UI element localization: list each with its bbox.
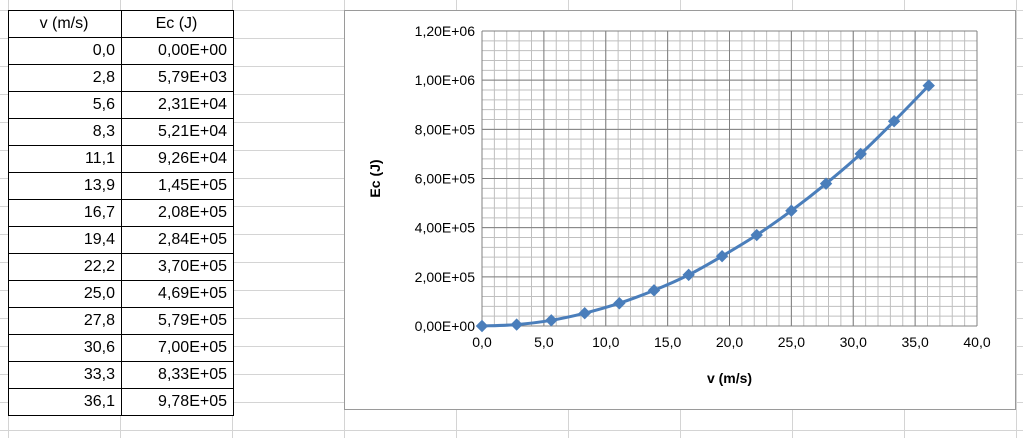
data-point-marker (887, 115, 901, 128)
x-axis-title: v (m/s) (707, 370, 752, 386)
table-row: 27,8 5,79E+05 (8, 307, 234, 335)
x-tick-label: 35,0 (902, 334, 929, 350)
cell-velocity[interactable]: 33,3 (8, 361, 122, 389)
cell-velocity[interactable]: 30,6 (8, 334, 122, 362)
data-point-marker (854, 147, 867, 161)
table-row: 8,3 5,21E+04 (8, 118, 234, 146)
table-row: 13,9 1,45E+05 (8, 172, 234, 200)
cell-velocity[interactable]: 22,2 (8, 253, 122, 281)
y-axis-title: Ec (J) (367, 159, 383, 197)
cell-kinetic-energy[interactable]: 2,08E+05 (121, 199, 234, 227)
data-point-marker (510, 318, 523, 331)
cell-kinetic-energy[interactable]: 0,00E+00 (121, 37, 234, 65)
cell-velocity[interactable]: 25,0 (8, 280, 122, 308)
cell-kinetic-energy[interactable]: 2,84E+05 (121, 226, 234, 254)
cell-velocity[interactable]: 2,8 (8, 64, 122, 92)
cell-kinetic-energy[interactable]: 5,79E+03 (121, 64, 234, 92)
x-tick-label: 15,0 (654, 334, 681, 350)
cell-kinetic-energy[interactable]: 8,33E+05 (121, 361, 234, 389)
x-tick-label: 30,0 (840, 334, 867, 350)
y-tick-label: 8,00E+05 (415, 121, 476, 137)
cell-kinetic-energy[interactable]: 7,00E+05 (121, 334, 234, 362)
x-tick-label: 0,0 (472, 334, 492, 350)
series-line (481, 84, 930, 328)
cell-kinetic-energy[interactable]: 9,26E+04 (121, 145, 234, 173)
y-tick-label: 1,20E+06 (415, 23, 476, 39)
y-tick-label: 2,00E+05 (415, 269, 476, 285)
table-row: 25,0 4,69E+05 (8, 280, 234, 308)
cell-kinetic-energy[interactable]: 5,21E+04 (121, 118, 234, 146)
data-point-marker (922, 79, 935, 92)
data-point-marker (750, 228, 763, 242)
cell-velocity[interactable]: 36,1 (8, 388, 122, 416)
table-row: 19,4 2,84E+05 (8, 226, 234, 254)
y-tick-label: 4,00E+05 (415, 220, 476, 236)
data-table: v (m/s) Ec (J) 0,0 0,00E+00 2,8 5,79E+03 5,6… (8, 10, 234, 416)
chart-area[interactable]: 0,0 5,0 10,0 15,0 20,0 25,0 30,0 35,0 40,0 0,00E+… (344, 10, 1016, 410)
data-point-marker (578, 306, 591, 320)
cell-kinetic-energy[interactable]: 2,31E+04 (121, 91, 234, 119)
data-point-marker (819, 177, 833, 190)
data-point-marker (545, 314, 558, 327)
cell-kinetic-energy[interactable]: 4,69E+05 (121, 280, 234, 308)
header-velocity[interactable]: v (m/s) (8, 10, 122, 38)
data-point-marker (647, 284, 661, 297)
x-tick-label: 5,0 (534, 334, 554, 350)
y-tick-label: 0,00E+00 (415, 318, 476, 334)
table-row: 5,6 2,31E+04 (8, 91, 234, 119)
cell-velocity[interactable]: 16,7 (8, 199, 122, 227)
data-point-marker (682, 268, 695, 282)
y-tick-label: 1,00E+06 (415, 72, 476, 88)
cell-kinetic-energy[interactable]: 9,78E+05 (121, 388, 234, 416)
cell-velocity[interactable]: 5,6 (8, 91, 122, 119)
cell-kinetic-energy[interactable]: 5,79E+05 (121, 307, 234, 335)
x-tick-label: 20,0 (716, 334, 743, 350)
table-row: 36,1 9,78E+05 (8, 388, 234, 416)
cell-velocity[interactable]: 11,1 (8, 145, 122, 173)
table-row: 11,1 9,26E+04 (8, 145, 234, 173)
header-kinetic-energy[interactable]: Ec (J) (121, 10, 234, 38)
cell-velocity[interactable]: 27,8 (8, 307, 122, 335)
table-row: 2,8 5,79E+03 (8, 64, 234, 92)
table-row: 0,0 0,00E+00 (8, 37, 234, 65)
cell-velocity[interactable]: 8,3 (8, 118, 122, 146)
cell-kinetic-energy[interactable]: 3,70E+05 (121, 253, 234, 281)
chart-svg: 0,0 5,0 10,0 15,0 20,0 25,0 30,0 35,0 40,0 0,00E+… (367, 23, 991, 386)
data-point-marker (613, 297, 626, 310)
x-tick-label: 40,0 (963, 334, 990, 350)
table-row: 30,6 7,00E+05 (8, 334, 234, 362)
data-point-marker (785, 204, 798, 217)
table-row: 33,3 8,33E+05 (8, 361, 234, 389)
x-tick-label: 25,0 (778, 334, 805, 350)
cell-velocity[interactable]: 0,0 (8, 37, 122, 65)
cell-velocity[interactable]: 13,9 (8, 172, 122, 200)
data-point-marker (475, 319, 489, 333)
y-tick-label: 6,00E+05 (415, 171, 476, 187)
table-row: 22,2 3,70E+05 (8, 253, 234, 281)
cell-kinetic-energy[interactable]: 1,45E+05 (121, 172, 234, 200)
x-tick-label: 10,0 (592, 334, 619, 350)
data-point-marker (715, 249, 729, 263)
table-row: 16,7 2,08E+05 (8, 199, 234, 227)
cell-velocity[interactable]: 19,4 (8, 226, 122, 254)
table-header-row: v (m/s) Ec (J) (8, 10, 234, 38)
